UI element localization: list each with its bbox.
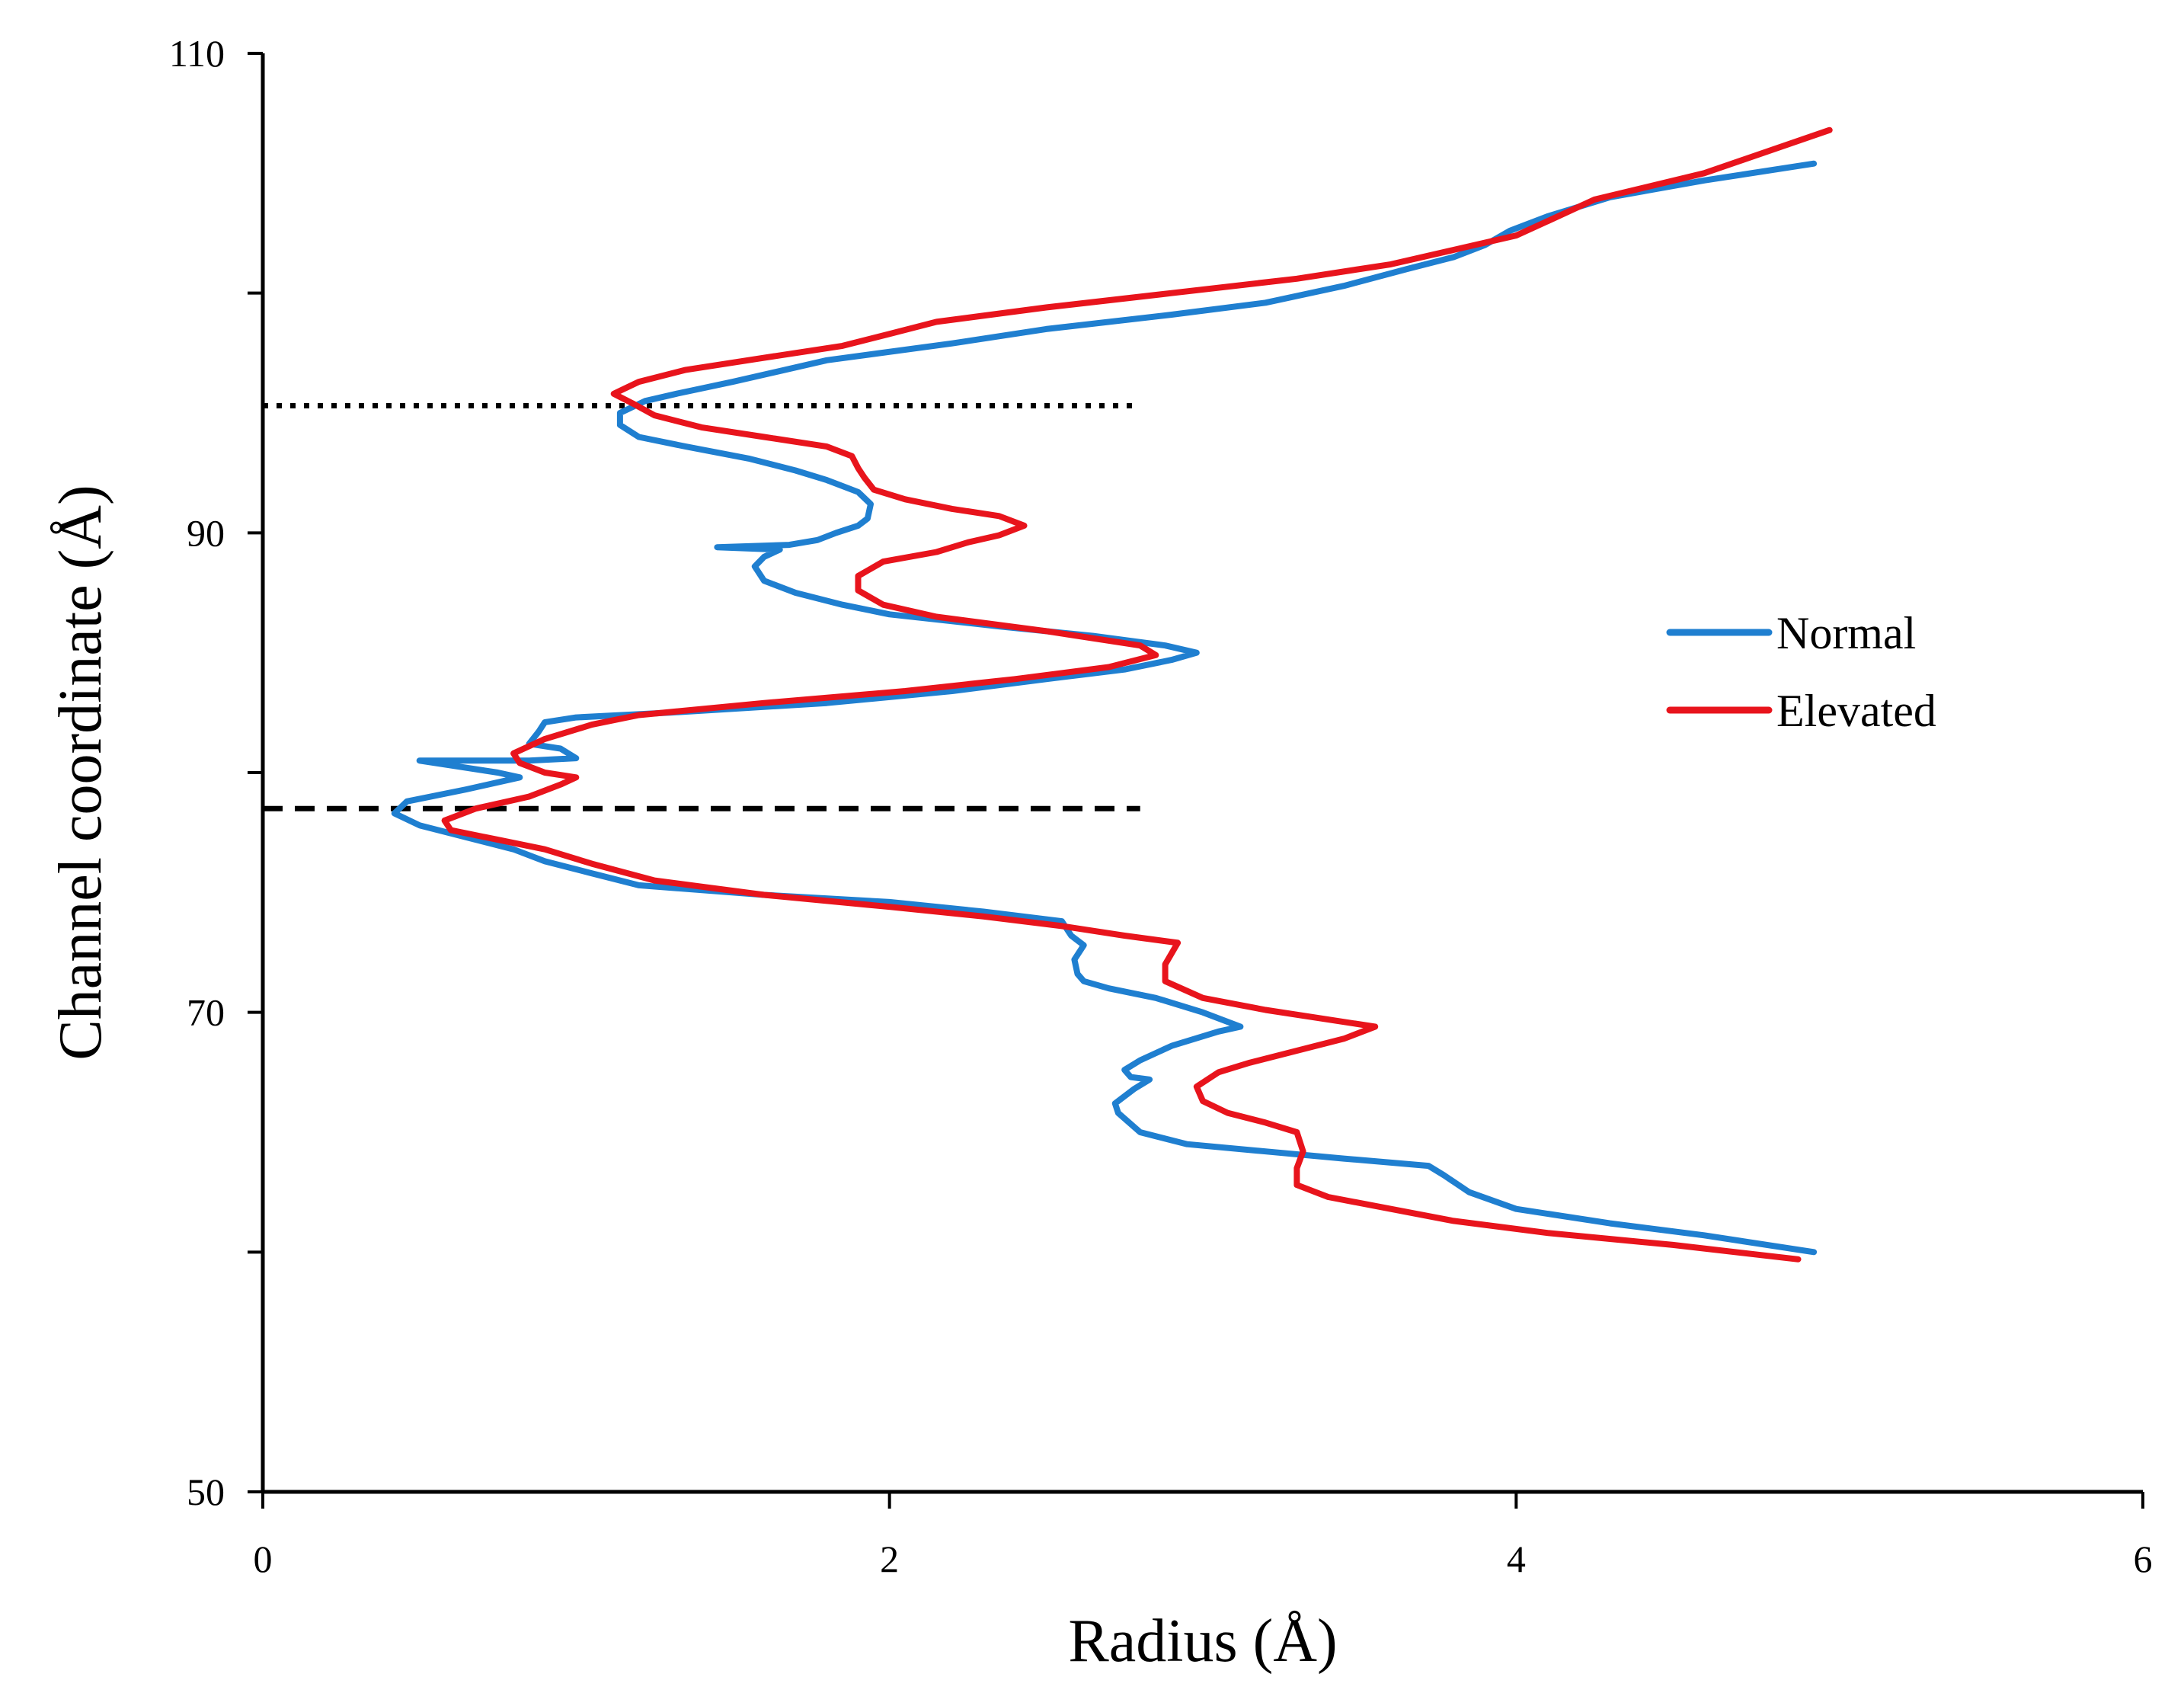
x-ticks: 0 2 4 6 [254,1492,2153,1580]
y-axis-title: Channel coordinate (Å) [47,485,114,1060]
x-tick-label-0: 0 [254,1538,273,1580]
legend-label-elevated: Elevated [1776,686,1936,736]
x-tick-label-2: 2 [880,1538,899,1580]
reference-lines [263,403,1140,811]
y-tick-label-50: 50 [187,1471,225,1513]
x-tick-label-4: 4 [1507,1538,1526,1580]
y-tick-label-110: 110 [169,32,225,75]
x-axis-title: Radius (Å) [1068,1608,1337,1675]
y-ticks: 50 70 90 110 [169,32,263,1513]
x-tick-label-6: 6 [2134,1538,2153,1580]
legend: Normal Elevated [1666,608,1936,736]
series-lines [391,126,1833,1263]
series-line-normal [391,160,1818,1256]
y-tick-label-90: 90 [187,511,225,554]
y-tick-label-70: 70 [187,991,225,1034]
legend-label-normal: Normal [1776,608,1916,658]
series-line-elevated [441,126,1833,1263]
